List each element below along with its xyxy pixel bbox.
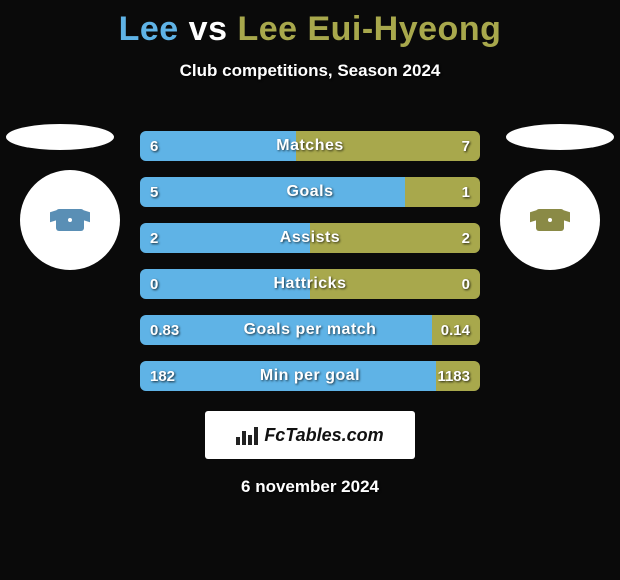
decor-ellipse-left	[6, 124, 114, 150]
date-text: 6 november 2024	[0, 477, 620, 497]
stat-row: 51Goals	[140, 177, 480, 207]
jersey-icon	[536, 209, 564, 231]
jersey-dot	[548, 218, 552, 222]
player1-name: Lee	[119, 10, 179, 48]
brand-text: FcTables.com	[264, 425, 383, 446]
player2-jersey	[500, 170, 600, 270]
player1-jersey	[20, 170, 120, 270]
brand-bars-icon	[236, 425, 258, 445]
stat-label: Min per goal	[140, 361, 480, 391]
stat-row: 00Hattricks	[140, 269, 480, 299]
subtitle: Club competitions, Season 2024	[0, 61, 620, 81]
stat-row: 1821183Min per goal	[140, 361, 480, 391]
stat-label: Matches	[140, 131, 480, 161]
decor-ellipse-right	[506, 124, 614, 150]
stat-label: Goals	[140, 177, 480, 207]
jersey-dot	[68, 218, 72, 222]
vs-text: vs	[189, 10, 228, 48]
stat-label: Hattricks	[140, 269, 480, 299]
stat-label: Goals per match	[140, 315, 480, 345]
stat-row: 67Matches	[140, 131, 480, 161]
brand-badge: FcTables.com	[205, 411, 415, 459]
stat-row: 0.830.14Goals per match	[140, 315, 480, 345]
player2-name: Lee Eui-Hyeong	[237, 10, 501, 48]
stat-label: Assists	[140, 223, 480, 253]
stats-container: 67Matches 51Goals 22Assists 00Hattricks 0.83…	[140, 131, 480, 391]
jersey-icon	[56, 209, 84, 231]
page-title: Lee vs Lee Eui-Hyeong	[0, 0, 620, 49]
stat-row: 22Assists	[140, 223, 480, 253]
